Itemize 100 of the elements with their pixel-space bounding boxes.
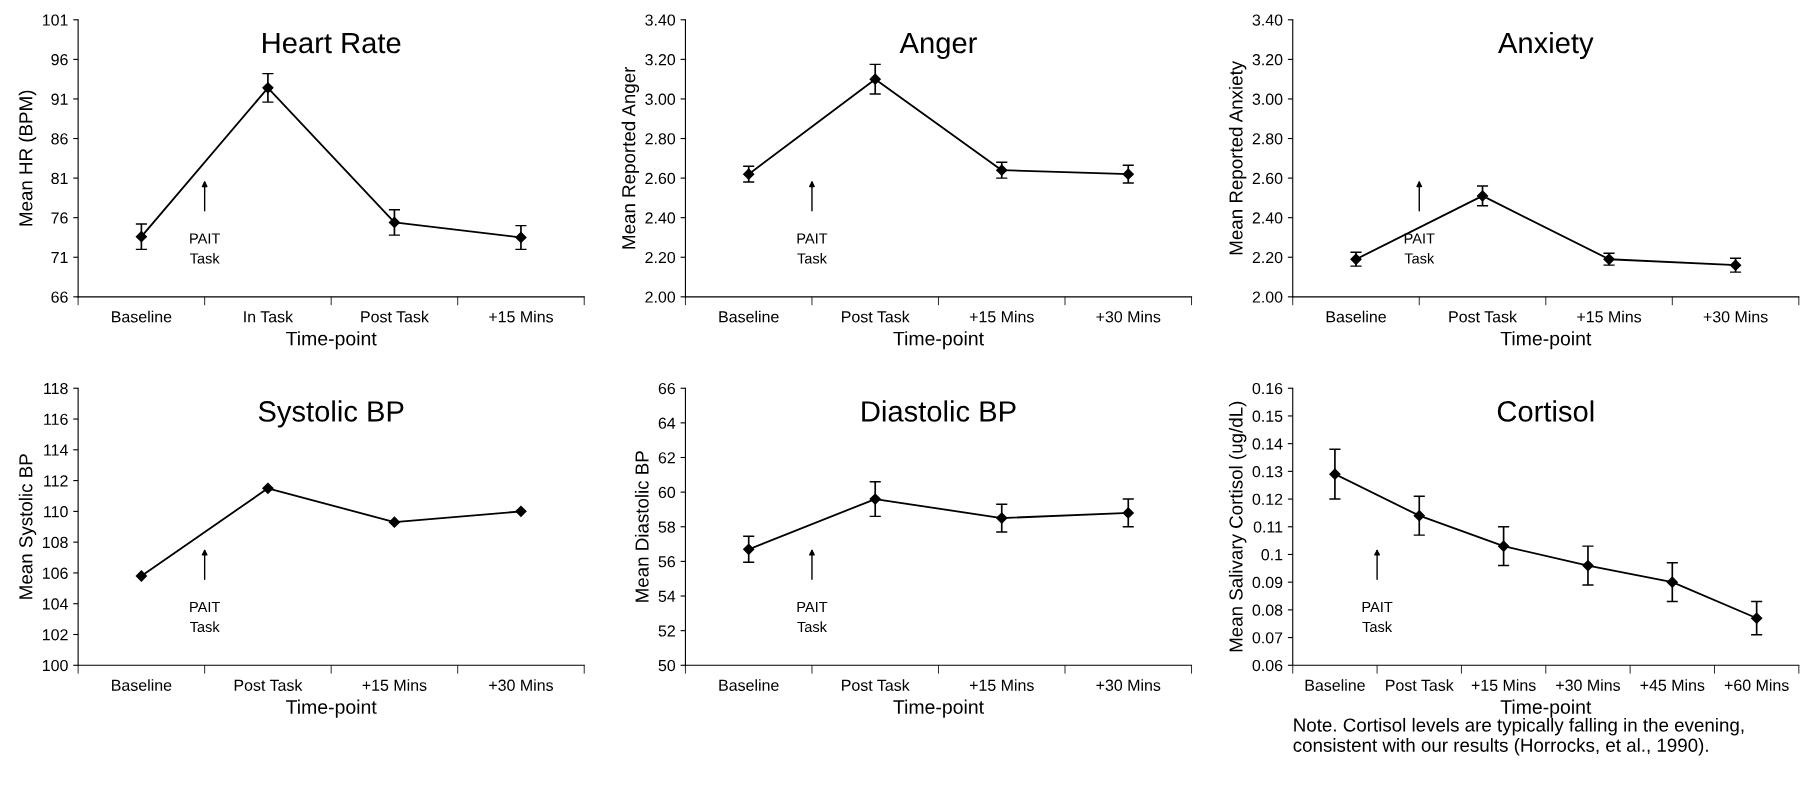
y-tick-label: 3.00 [1252, 93, 1283, 105]
x-tick-label: +15 Mins [362, 679, 427, 691]
y-tick-label: 100 [42, 659, 68, 672]
y-tick-label: 2.80 [645, 133, 676, 145]
point [135, 570, 147, 582]
y-tick-label: 3.40 [1252, 14, 1283, 26]
x-tick-label: Post Task [1386, 679, 1454, 691]
annotation: PAIT Task [797, 601, 828, 633]
point [262, 482, 274, 494]
y-tick-label: 2.60 [645, 172, 676, 185]
y-tick-label: 118 [44, 382, 68, 395]
y-axis-title: Mean Salivary Cortisol (ug/dL) [1228, 401, 1247, 652]
y-tick-label: 0.06 [1252, 659, 1283, 672]
y-tick-label: 3.20 [645, 54, 676, 66]
y-tick-label: 3.00 [645, 93, 676, 105]
y-axis-title: Mean Reported Anger [621, 66, 640, 249]
x-tick-label: Baseline [112, 679, 172, 691]
y-axis-title: Mean Systolic BP [18, 454, 37, 599]
y-tick-label: 64 [658, 417, 676, 429]
x-axis-title: Time-point [286, 331, 377, 350]
y-tick-label: 54 [658, 590, 676, 602]
y-tick-label: 2.40 [1252, 212, 1283, 224]
y-tick-label: 112 [44, 475, 68, 487]
y-tick-label: 0.09 [1252, 576, 1283, 589]
y-tick-label: 2.60 [1252, 172, 1283, 185]
y-tick-label: 3.40 [645, 14, 676, 26]
y-tick-label: 2.00 [1252, 291, 1283, 303]
x-tick-label: +15 Mins [969, 679, 1034, 691]
annotation: PAIT Task [1362, 601, 1393, 633]
y-tick-label: 86 [51, 133, 68, 145]
x-tick-label: Post Task [361, 310, 429, 323]
x-tick-label: Post Task [234, 679, 303, 691]
y-tick-label: 108 [42, 536, 68, 549]
x-tick-label: Post Task [842, 310, 910, 323]
x-tick-label: +30 Mins [1703, 310, 1768, 323]
y-tick-label: 50 [658, 659, 676, 672]
y-tick-label: 66 [51, 291, 68, 303]
x-tick-label: +30 Mins [1556, 679, 1621, 691]
y-tick-label: 52 [658, 625, 675, 637]
x-tick-label: +45 Mins [1640, 679, 1705, 691]
x-tick-label: Baseline [112, 310, 172, 323]
y-tick-label: 0.14 [1252, 438, 1283, 450]
x-tick-label: Post Task [842, 679, 910, 691]
annotation: PAIT Task [797, 233, 828, 264]
y-tick-label: 0.1 [1261, 549, 1283, 561]
y-tick-label: 2.40 [645, 212, 676, 224]
x-tick-label: In Task [244, 310, 294, 323]
x-tick-label: Baseline [719, 679, 779, 691]
point [515, 505, 527, 517]
y-tick-label: 56 [658, 556, 676, 568]
chart-title: Anxiety [1498, 31, 1594, 60]
y-tick-label: 104 [42, 598, 68, 610]
x-tick-label: +60 Mins [1724, 679, 1789, 691]
y-tick-label: 114 [44, 444, 68, 456]
y-tick-label: 0.07 [1252, 632, 1283, 644]
x-tick-label: +15 Mins [969, 310, 1034, 323]
x-tick-label: +30 Mins [1096, 679, 1161, 691]
y-tick-label: 60 [658, 486, 676, 499]
x-axis-title: Time-point [893, 699, 984, 718]
y-tick-label: 0.08 [1252, 604, 1283, 616]
text: Note. Cortisol levels are typically falling in the evening, consistent with our results (Horrocks, et al., 1990). [1293, 717, 1744, 756]
x-tick-label: +15 Mins [1471, 679, 1536, 691]
y-tick-label: 96 [51, 54, 68, 66]
x-tick-label: +15 Mins [1577, 310, 1642, 323]
y-tick-label: 116 [44, 413, 68, 425]
y-tick-label: 2.00 [645, 291, 676, 303]
y-tick-label: 3.20 [1252, 54, 1283, 66]
x-tick-label: +15 Mins [489, 310, 554, 323]
y-tick-label: 62 [658, 452, 675, 464]
y-tick-label: 0.16 [1252, 382, 1283, 395]
y-tick-label: 58 [658, 521, 676, 533]
chart-title: Diastolic BP [862, 400, 1016, 422]
y-tick-label: 101 [42, 14, 68, 26]
x-tick-label: Baseline [1305, 679, 1365, 691]
x-tick-label: +30 Mins [489, 679, 554, 691]
x-axis-title: Time-point [1500, 331, 1592, 350]
y-tick-label: 66 [658, 382, 676, 395]
x-axis-title: Time-point [1500, 699, 1592, 718]
x-tick-label: Baseline [1326, 310, 1386, 323]
chart-title: Heart Rate [263, 32, 401, 54]
chart-title: Systolic BP [258, 400, 404, 428]
annotation: PAIT Task [189, 233, 220, 264]
y-tick-label: 0.11 [1253, 521, 1283, 533]
y-tick-label: 2.80 [1252, 133, 1283, 145]
y-tick-label: 91 [51, 93, 68, 105]
annotation: PAIT Task [189, 601, 220, 633]
y-tick-label: 0.15 [1252, 410, 1283, 422]
chart-title: Cortisol [1497, 400, 1594, 422]
x-axis-title: Time-point [893, 331, 984, 350]
x-tick-label: Post Task [1449, 310, 1518, 323]
x-tick-label: Baseline [719, 310, 779, 323]
y-tick-label: 110 [44, 506, 68, 518]
y-tick-label: 0.12 [1252, 493, 1283, 506]
y-tick-label: 81 [51, 172, 68, 185]
y-tick-label: 71 [51, 252, 68, 264]
y-axis-title: Mean Reported Anxiety [1228, 60, 1247, 255]
y-tick-label: 2.20 [1252, 251, 1283, 264]
y-axis-title: Mean Diastolic BP [634, 451, 649, 602]
y-tick-label: 76 [51, 212, 68, 224]
y-tick-label: 102 [42, 629, 68, 641]
